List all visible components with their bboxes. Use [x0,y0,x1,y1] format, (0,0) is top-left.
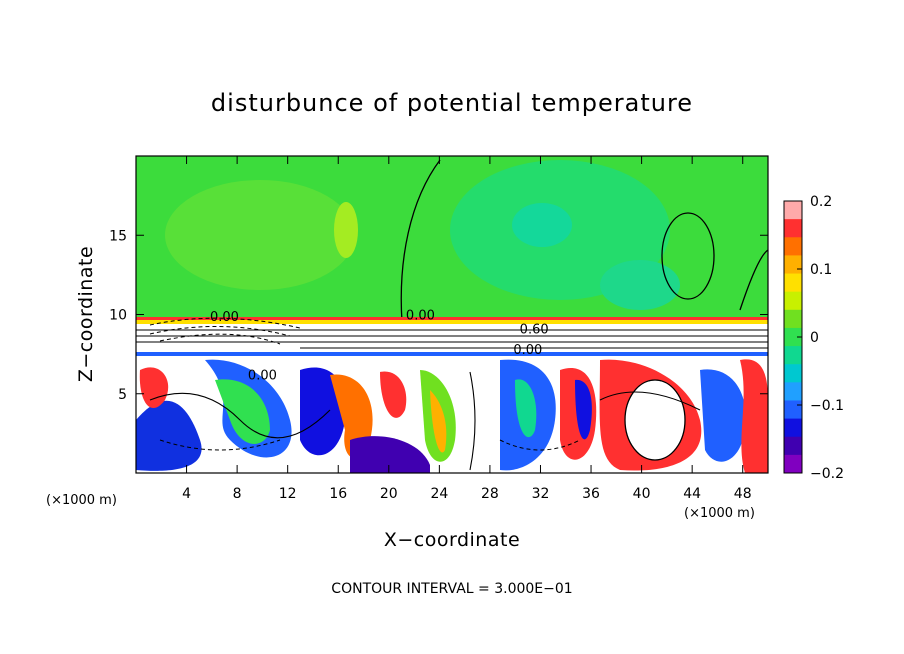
contour-value-label: 0.00 [248,368,277,383]
y-tick-label: 10 [109,308,127,324]
colorbar-tick-label: 0.2 [810,194,832,210]
colorbar-segment [784,400,802,420]
contour-labels: 0.00 0.00 0.60 0.00 0.00 [210,308,549,383]
colorbar-tick-label: 0.1 [810,262,832,278]
x-tick-label: 20 [380,486,398,502]
colorbar-segment [784,382,802,401]
x-axis-ticks: 4 8 12 16 20 24 28 32 36 40 44 48 [182,156,752,502]
x-tick-label: 40 [633,486,651,502]
x-tick-label: 32 [532,486,550,502]
inversion-band-white [136,324,768,354]
colorbar: 0.2 0.1 0 −0.1 −0.2 [783,194,844,482]
contour-closed-line [661,212,715,300]
contour-value-label: 0.00 [210,310,239,325]
cold-eddy [350,436,430,473]
contour-line [400,159,441,323]
warm-eddy [430,390,447,453]
y-unit-label: (×1000 m) [46,493,117,508]
x-tick-label: 24 [430,486,448,502]
dashed-contour-line [149,317,301,345]
x-tick-label: 36 [582,486,600,502]
colorbar-segment [784,364,802,383]
inversion-band-red [136,317,768,320]
contour-value-label: 0.60 [520,323,549,338]
neutral-eddy-ring [624,379,686,461]
contour-line [739,249,768,311]
y-tick-label: 15 [109,228,127,244]
colorbar-tick-label: −0.1 [810,398,844,414]
y-tick-label: 5 [118,387,127,403]
colorbar-segment [784,327,802,347]
colorbar-segment [784,237,802,256]
colorbar-segment [784,201,802,220]
contour-value-label: 0.00 [513,343,542,358]
colorbar-segment [784,454,802,474]
dashed-contour-line [159,439,581,451]
inversion-band-yellow [136,320,768,324]
x-tick-label: 12 [279,486,297,502]
y-axis-title: Z−coordinate [75,246,97,382]
upper-warm-patch [165,180,355,290]
x-axis-title: X−coordinate [384,529,520,551]
neutral-eddy [215,379,270,444]
neutral-eddy [515,379,537,438]
x-unit-label: (×1000 m) [684,506,755,521]
contour-value-label: 0.00 [406,308,435,323]
contour-line [136,329,768,349]
warm-eddy [139,367,169,409]
neutral-eddy-core [625,380,685,460]
chart-title: disturbunce of potential temperature [211,89,693,117]
colorbar-segment [784,436,802,456]
contour-line [149,371,701,471]
x-tick-label: 8 [233,486,242,502]
cold-eddy [136,400,202,471]
colorbar-segment [784,255,802,275]
colorbar-segment [784,219,802,238]
colorbar-segment [784,309,802,329]
warm-eddy [380,371,407,418]
plot-area: 0.00 0.00 0.60 0.00 0.00 [136,156,768,473]
x-tick-label: 48 [734,486,752,502]
colorbar-segment [784,273,802,293]
x-tick-label: 28 [481,486,499,502]
contour-interval-note: CONTOUR INTERVAL = 3.000E−01 [331,581,572,597]
upper-cool-patch-2 [600,260,680,310]
warm-eddy [740,359,768,473]
upper-light-patch [334,202,358,258]
colorbar-tick-label: 0 [810,330,819,346]
x-tick-label: 16 [329,486,347,502]
x-tick-label: 44 [683,486,701,502]
upper-cyan-patch [512,203,572,247]
colorbar-segment [784,291,802,311]
colorbar-tick-label: −0.2 [810,466,844,482]
y-axis-ticks: 5 10 15 [109,228,768,403]
cold-eddy [700,369,746,462]
cold-eddy [575,379,592,440]
inversion-band-blue [136,352,768,356]
colorbar-segment [784,418,802,438]
x-tick-label: 4 [182,486,191,502]
colorbar-segment [784,346,802,365]
